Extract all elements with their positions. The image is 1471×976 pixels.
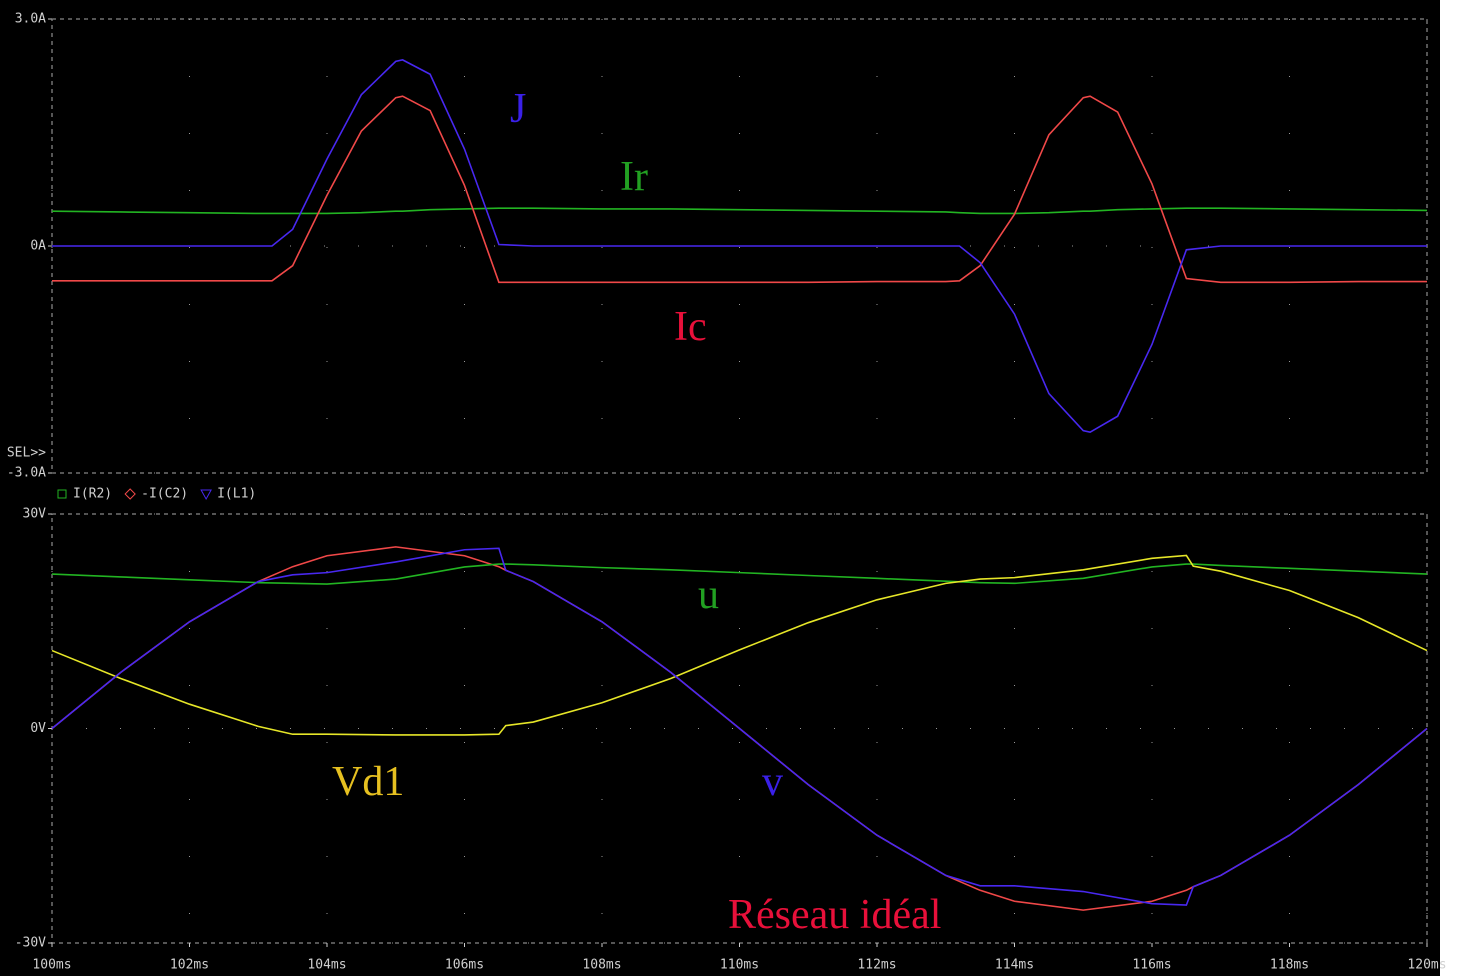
x-tick-label: 108ms bbox=[582, 958, 621, 973]
series-line bbox=[51, 554, 1428, 736]
y-tick-label: -30V bbox=[15, 936, 46, 951]
series-line bbox=[52, 59, 1427, 433]
background bbox=[0, 0, 1440, 976]
x-tick-label: 104ms bbox=[307, 958, 346, 973]
annotation: v bbox=[762, 759, 783, 805]
x-tick-label: 118ms bbox=[1270, 958, 1309, 973]
legend-label: I(L1) bbox=[217, 487, 256, 502]
annotation: J bbox=[510, 86, 526, 132]
legend-label: I(R2) bbox=[73, 487, 112, 502]
series-line bbox=[52, 95, 1427, 284]
legend-marker bbox=[124, 488, 136, 500]
x-tick-label: 102ms bbox=[170, 958, 209, 973]
y-tick-label: 0V bbox=[30, 721, 46, 736]
y-tick-label: 30V bbox=[23, 507, 47, 522]
annotation: u bbox=[698, 572, 719, 618]
y-tick-label: 3.0A bbox=[15, 12, 46, 27]
legend-marker bbox=[200, 489, 212, 501]
annotation: Ic bbox=[674, 304, 707, 350]
legend-marker bbox=[57, 489, 67, 499]
x-tick-label: 100ms bbox=[32, 958, 71, 973]
x-tick-label: 112ms bbox=[857, 958, 896, 973]
y-tick-label: 0A bbox=[30, 239, 46, 254]
series-line bbox=[51, 547, 1428, 906]
annotation: Ir bbox=[620, 154, 648, 200]
x-tick-label: 116ms bbox=[1132, 958, 1171, 973]
x-tick-label: 114ms bbox=[995, 958, 1034, 973]
y-tick-label: -3.0A bbox=[7, 466, 46, 481]
legend-label: -I(C2) bbox=[141, 487, 188, 502]
series-line bbox=[51, 207, 1428, 215]
x-tick-label: 110ms bbox=[720, 958, 759, 973]
annotation: Vd1 bbox=[332, 759, 404, 805]
x-tick-label: 120ms bbox=[1407, 958, 1446, 973]
cursor-label: SEL>> bbox=[7, 446, 46, 461]
annotation: Réseau idéal bbox=[728, 892, 941, 938]
x-tick-label: 106ms bbox=[445, 958, 484, 973]
